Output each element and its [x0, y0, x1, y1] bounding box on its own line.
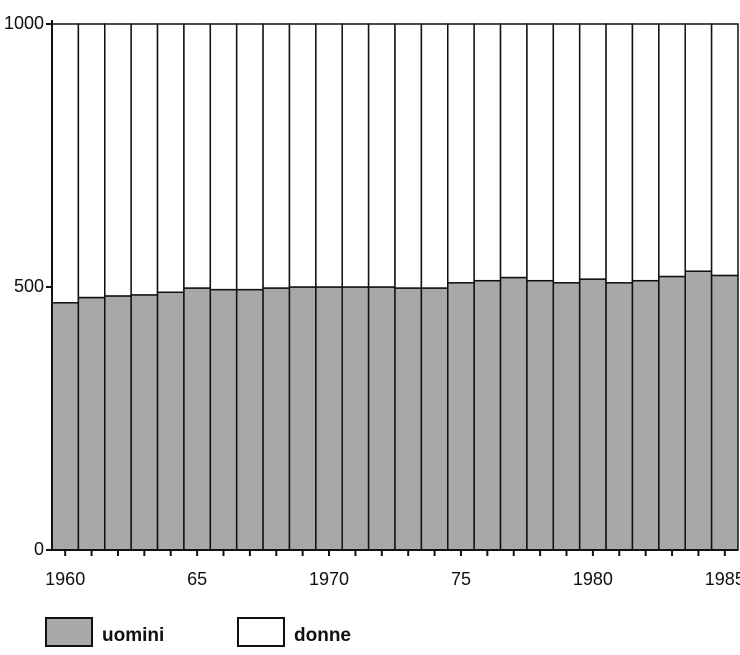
bar-segment: [51, 23, 80, 304]
bar-segment: [156, 291, 185, 551]
bar-segment: [77, 23, 106, 299]
bar-segment: [710, 274, 739, 551]
y-tick-label: 500: [14, 276, 44, 296]
bar-segment: [183, 287, 212, 551]
bar-segment: [684, 23, 713, 272]
bar-segment: [156, 23, 185, 294]
bar-segment: [341, 286, 370, 551]
bar-segment: [130, 23, 159, 296]
bar-segment: [526, 279, 555, 551]
bar-segment: [51, 302, 80, 551]
bar-segment: [315, 23, 343, 288]
bar-segment: [394, 23, 423, 289]
x-tick-label: 1960: [45, 569, 85, 589]
bar-segment: [605, 23, 634, 284]
x-tick-label: 65: [187, 569, 207, 589]
x-tick-label: 1970: [309, 569, 349, 589]
x-tick-label: 1985: [705, 569, 740, 589]
bar-segment: [658, 275, 686, 551]
x-tick-label: 1980: [573, 569, 613, 589]
bar-segment: [658, 23, 686, 278]
bar-segment: [288, 23, 317, 288]
bar-segment: [684, 270, 713, 551]
bar-segment: [578, 23, 607, 280]
legend-label: uomini: [102, 625, 164, 646]
bar-segment: [631, 23, 660, 282]
bar-segment: [552, 282, 581, 551]
bar-segment: [552, 23, 581, 284]
bar-segment: [104, 23, 132, 297]
bar-segment: [209, 23, 238, 291]
bar-segment: [183, 23, 212, 289]
bar-segment: [130, 294, 159, 551]
y-tick-label: 1000: [4, 13, 44, 33]
bar-segment: [209, 288, 238, 551]
bar-segment: [631, 279, 660, 551]
bar-segment: [77, 296, 106, 551]
bar-segment: [526, 23, 555, 282]
legend-swatch: [45, 617, 93, 647]
bar-segment: [710, 23, 739, 277]
bar-segment: [499, 276, 528, 551]
y-tick-label: 0: [34, 539, 44, 559]
bar-segment: [104, 295, 132, 551]
bar-segment: [499, 23, 528, 279]
bar-segment: [235, 288, 264, 551]
legend-label: donne: [294, 625, 351, 646]
bar-segment: [447, 282, 475, 551]
bar-segment: [262, 287, 291, 551]
bar-segment: [473, 23, 502, 282]
bar-segment: [235, 23, 264, 291]
bar-segment: [394, 287, 423, 551]
bar-segment: [367, 286, 396, 551]
bar-segment: [420, 23, 449, 289]
x-tick-label: 75: [451, 569, 471, 589]
bar-segment: [605, 282, 634, 551]
bar-segment: [315, 286, 343, 551]
bar-segment: [447, 23, 475, 284]
legend-swatch: [237, 617, 285, 647]
bar-segment: [420, 287, 449, 551]
bar-segment: [262, 23, 291, 289]
bar-segment: [578, 278, 607, 551]
bar-segment: [473, 279, 502, 551]
bar-segment: [288, 286, 317, 551]
bar-segment: [341, 23, 370, 288]
bar-segment: [367, 23, 396, 288]
